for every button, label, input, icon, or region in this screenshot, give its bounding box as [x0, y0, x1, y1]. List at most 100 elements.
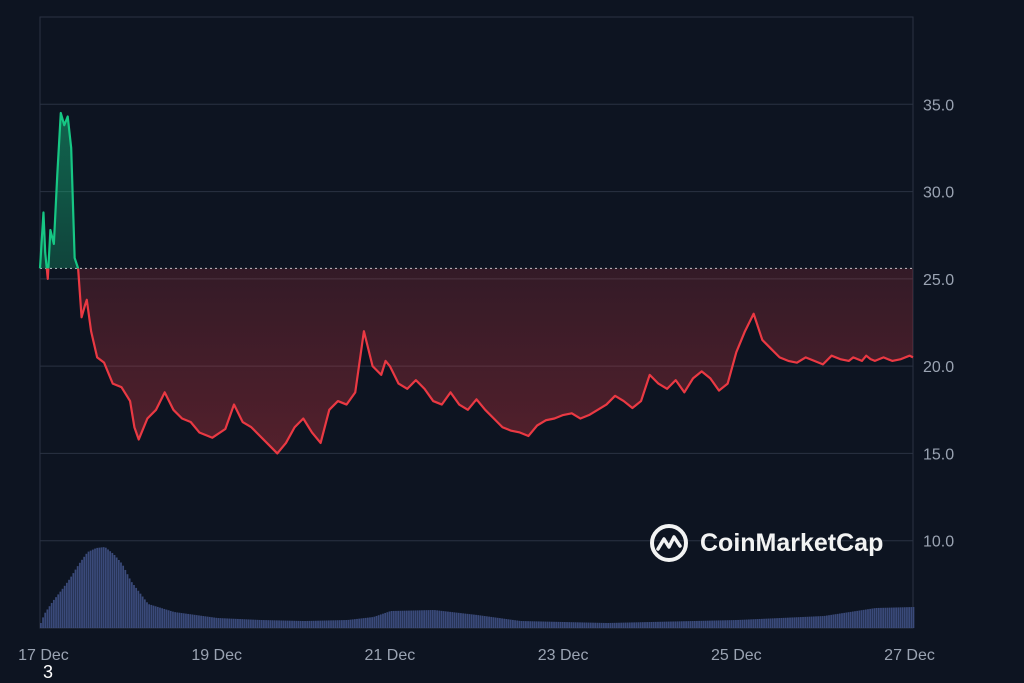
- volume-bar: [674, 621, 677, 628]
- volume-bar: [237, 618, 239, 628]
- volume-bar: [282, 620, 285, 628]
- volume-bar: [338, 620, 341, 628]
- volume-bar: [122, 565, 125, 628]
- volume-bar: [265, 620, 267, 628]
- volume-bar: [769, 618, 772, 628]
- volume-bar: [143, 599, 146, 628]
- volume-bar: [146, 602, 148, 628]
- volume-bar: [148, 604, 151, 628]
- volume-bar: [375, 615, 378, 628]
- volume-bar: [903, 607, 906, 628]
- volume-bar: [496, 617, 499, 628]
- volume-bar: [683, 621, 685, 628]
- volume-bar: [464, 613, 467, 628]
- volume-bar: [867, 609, 869, 628]
- y-tick-label: 10.0: [923, 534, 954, 551]
- volume-bar: [117, 560, 120, 628]
- volume-bar: [208, 616, 211, 628]
- volume-bar: [657, 621, 659, 628]
- volume-bar: [880, 607, 882, 628]
- volume-bar: [468, 614, 471, 628]
- volume-bar: [76, 566, 79, 628]
- volume-bar: [431, 610, 434, 628]
- volume-bar: [555, 621, 558, 628]
- volume-bar: [178, 612, 181, 628]
- volume-bar: [730, 620, 733, 628]
- volume-bar: [40, 623, 42, 628]
- volume-bar: [624, 622, 627, 628]
- volume-bar: [345, 620, 348, 628]
- volume-bar: [314, 620, 317, 628]
- volume-bar: [159, 607, 161, 628]
- volume-bar: [423, 610, 426, 628]
- volume-bar: [626, 622, 629, 628]
- volume-bar: [821, 616, 824, 628]
- volume-bar: [358, 618, 361, 628]
- volume-bar: [392, 610, 395, 628]
- volume-bar: [795, 617, 798, 628]
- volume-bar: [139, 593, 142, 628]
- volume-bar: [418, 610, 421, 628]
- volume-bar: [609, 622, 612, 628]
- volume-bar: [442, 611, 445, 628]
- volume-bar: [161, 608, 164, 628]
- volume-bar: [566, 622, 568, 628]
- volume-bar: [518, 620, 521, 628]
- volume-bar: [791, 617, 794, 628]
- volume-bar: [862, 609, 865, 628]
- volume-bar: [895, 607, 898, 628]
- volume-bar: [98, 547, 101, 628]
- volume-bar: [823, 615, 826, 628]
- volume-bar: [115, 557, 118, 628]
- volume-bar: [687, 621, 690, 628]
- volume-bar: [851, 611, 854, 628]
- volume-bar: [85, 553, 88, 628]
- volume-bar: [531, 621, 534, 628]
- volume-bar: [763, 618, 765, 628]
- volume-bar: [371, 617, 374, 628]
- volume-bar: [841, 613, 843, 628]
- volume-bar: [525, 621, 527, 628]
- volume-bar: [481, 615, 484, 628]
- volume-bar: [447, 611, 449, 628]
- volume-bar: [700, 620, 703, 628]
- volume-bar: [620, 622, 623, 628]
- volume-bar: [572, 622, 575, 628]
- volume-bar: [109, 551, 112, 628]
- volume-bar: [776, 618, 778, 628]
- volume-bar: [802, 616, 804, 628]
- volume-bar: [408, 610, 410, 628]
- volume-bar: [273, 620, 276, 628]
- volume-bar: [366, 617, 369, 628]
- volume-bar: [611, 622, 614, 628]
- volume-bar: [864, 609, 867, 628]
- volume-bar: [340, 620, 343, 628]
- volume-bar: [180, 613, 183, 628]
- volume-bar: [271, 620, 274, 628]
- volume-bar: [544, 621, 547, 628]
- volume-bar: [550, 621, 553, 628]
- volume-bar: [711, 620, 713, 628]
- volume-bar: [457, 612, 460, 628]
- volume-bar: [373, 616, 376, 628]
- volume-bar: [854, 611, 856, 628]
- volume-bar: [667, 621, 670, 628]
- volume-bar: [226, 618, 228, 628]
- price-area-above: [40, 113, 79, 269]
- volume-bar: [451, 612, 454, 628]
- volume-bar: [200, 615, 202, 628]
- coinmarketcap-watermark: CoinMarketCap: [648, 522, 883, 564]
- volume-bar: [137, 590, 140, 628]
- volume-bar: [44, 612, 47, 628]
- volume-bar: [587, 622, 590, 628]
- volume-bar: [702, 620, 705, 628]
- volume-bar: [449, 611, 451, 628]
- volume-bar: [830, 614, 833, 628]
- volume-bar: [304, 620, 306, 628]
- volume-bar: [847, 612, 850, 628]
- volume-bar: [141, 596, 144, 628]
- volume-bar: [386, 612, 389, 628]
- price-line-below: [40, 268, 914, 455]
- volume-bar: [353, 619, 356, 628]
- volume-bar: [786, 617, 789, 628]
